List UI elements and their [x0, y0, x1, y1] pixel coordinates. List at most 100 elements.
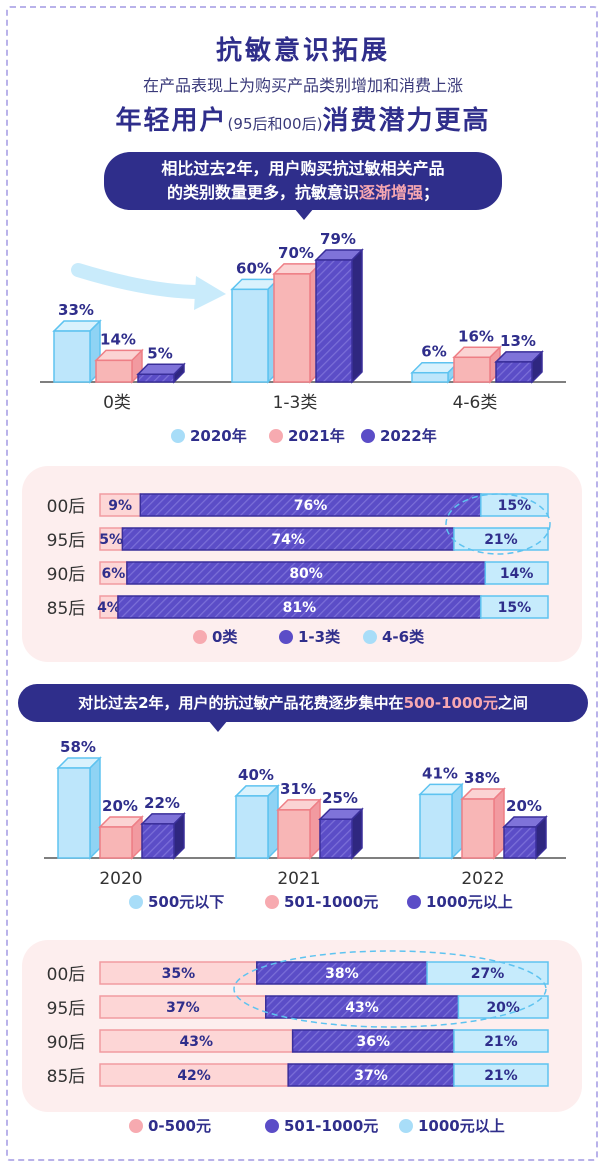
bar-500元以下-2021-side [267, 784, 279, 860]
segment-label: 36% [357, 1034, 391, 1050]
row-label: 95后 [47, 999, 86, 1019]
data-label: 33% [58, 301, 94, 319]
data-label: 13% [500, 332, 536, 350]
bar-2021年-0类 [95, 359, 133, 383]
bar-2020年-0类 [53, 330, 91, 383]
segment-label: 43% [180, 1034, 214, 1050]
segment-label: 21% [484, 532, 518, 548]
legend-label: 501-1000元 [284, 893, 378, 911]
data-label: 70% [278, 244, 314, 262]
segment-label: 81% [283, 600, 317, 616]
callout1-highlight: 逐渐增强 [358, 183, 423, 202]
segment-label: 21% [484, 1068, 518, 1084]
bar-500元以下-2020 [57, 767, 91, 859]
data-label: 40% [238, 766, 274, 784]
bar-501-1000元-2022 [461, 798, 495, 859]
legend-dot [265, 1119, 279, 1133]
bar-501-1000元-2021 [277, 809, 311, 859]
bar-501-1000元-2020 [99, 826, 133, 859]
legend-dot [193, 630, 207, 644]
bar-2022年-4-6类 [495, 361, 533, 383]
row-label: 00后 [47, 497, 86, 517]
legend-label: 500元以下 [148, 893, 224, 911]
row-label: 85后 [47, 599, 86, 619]
data-label: 16% [458, 327, 494, 345]
segment-1000元以上-85后 [453, 1063, 549, 1087]
segment-label: 43% [345, 1000, 379, 1016]
data-label: 6% [421, 343, 446, 361]
segment-label: 74% [271, 532, 305, 548]
data-label: 5% [147, 344, 172, 362]
bar-501-1000元-2021-side [309, 798, 321, 860]
data-label: 14% [100, 330, 136, 348]
legend-label: 1000元以上 [418, 1117, 505, 1135]
segment-label: 80% [289, 566, 323, 582]
trend-arrow-head [194, 276, 226, 310]
bar-2020年-4-6类 [411, 371, 449, 383]
page-title: 抗敏意识拓展 [215, 36, 390, 66]
legend-label: 2020年 [190, 427, 247, 445]
row-label: 00后 [47, 965, 86, 985]
row-label: 90后 [47, 565, 86, 585]
highlight-b: 消费潜力更高 [322, 106, 491, 136]
bar-2022年-0类 [137, 373, 175, 383]
bar-500元以下-2022-side [451, 782, 463, 860]
category-label: 2022 [461, 869, 504, 889]
highlight-paren: (95后和00后) [227, 115, 323, 133]
data-label: 79% [320, 230, 356, 248]
bar-500元以下-2020-side [89, 756, 101, 860]
bar-2020年-1-3类 [231, 288, 269, 383]
row-label: 85后 [47, 1067, 86, 1087]
row-label: 90后 [47, 1033, 86, 1053]
segment-label: 37% [354, 1068, 388, 1084]
data-label: 58% [60, 738, 96, 756]
legend-dot [265, 895, 279, 909]
segment-label: 20% [486, 1000, 520, 1016]
legend-label: 4-6类 [382, 628, 425, 646]
category-label: 1-3类 [273, 393, 318, 413]
callout-spend: 对比过去2年，用户的抗过敏产品花费逐步集中在500-1000元之间 [18, 684, 588, 732]
data-label: 31% [280, 780, 316, 798]
segment-label: 42% [177, 1068, 211, 1084]
data-label: 25% [322, 789, 358, 807]
trend-arrow-shaft [71, 263, 207, 299]
bar-2021年-4-6类 [453, 356, 491, 383]
segment-label: 6% [102, 566, 126, 582]
legend-dot [407, 895, 421, 909]
data-label: 20% [506, 797, 542, 815]
legend-label: 2021年 [288, 427, 345, 445]
data-label: 60% [236, 259, 272, 277]
legend-dot [279, 630, 293, 644]
legend-dot [363, 630, 377, 644]
segment-label: 5% [99, 532, 123, 548]
page-subtitle: 在产品表现上为购买产品类别增加和消费上涨 [142, 76, 463, 95]
callout1-line2: 的类别数量更多，抗敏意识逐渐增强； [104, 181, 502, 205]
data-label: 20% [102, 797, 138, 815]
highlight-line: 年轻用户(95后和00后)消费潜力更高 [0, 100, 606, 137]
data-label: 38% [464, 769, 500, 787]
bar-2022年-1-3类-side [351, 248, 363, 384]
segment-label: 9% [108, 498, 132, 514]
segment-4-6类-85后 [480, 595, 549, 619]
legend-dot [269, 429, 283, 443]
segment-label: 35% [162, 966, 196, 982]
segment-1000元以上-95后 [457, 995, 549, 1019]
legend-dot [171, 429, 185, 443]
page-frame [6, 6, 598, 1161]
legend-dot [129, 1119, 143, 1133]
segment-label: 76% [294, 498, 328, 514]
segment-label: 4% [97, 600, 121, 616]
segment-label: 15% [498, 600, 532, 616]
category-label: 2020 [99, 869, 142, 889]
legend-dot [129, 895, 143, 909]
segment-1000元以上-00后 [426, 961, 549, 985]
bar-1000元以上-2022 [503, 826, 537, 859]
segment-label: 27% [471, 966, 505, 982]
callout1-end: ； [423, 183, 440, 202]
callout-category-count: 相比过去2年，用户购买抗过敏相关产品 的类别数量更多，抗敏意识逐渐增强； [104, 152, 502, 220]
callout2-text: 对比过去2年，用户的抗过敏产品花费逐步集中在 [78, 694, 404, 712]
segment-4-6类-00后 [480, 493, 549, 517]
category-label: 4-6类 [453, 393, 498, 413]
segment-label: 21% [484, 1034, 518, 1050]
